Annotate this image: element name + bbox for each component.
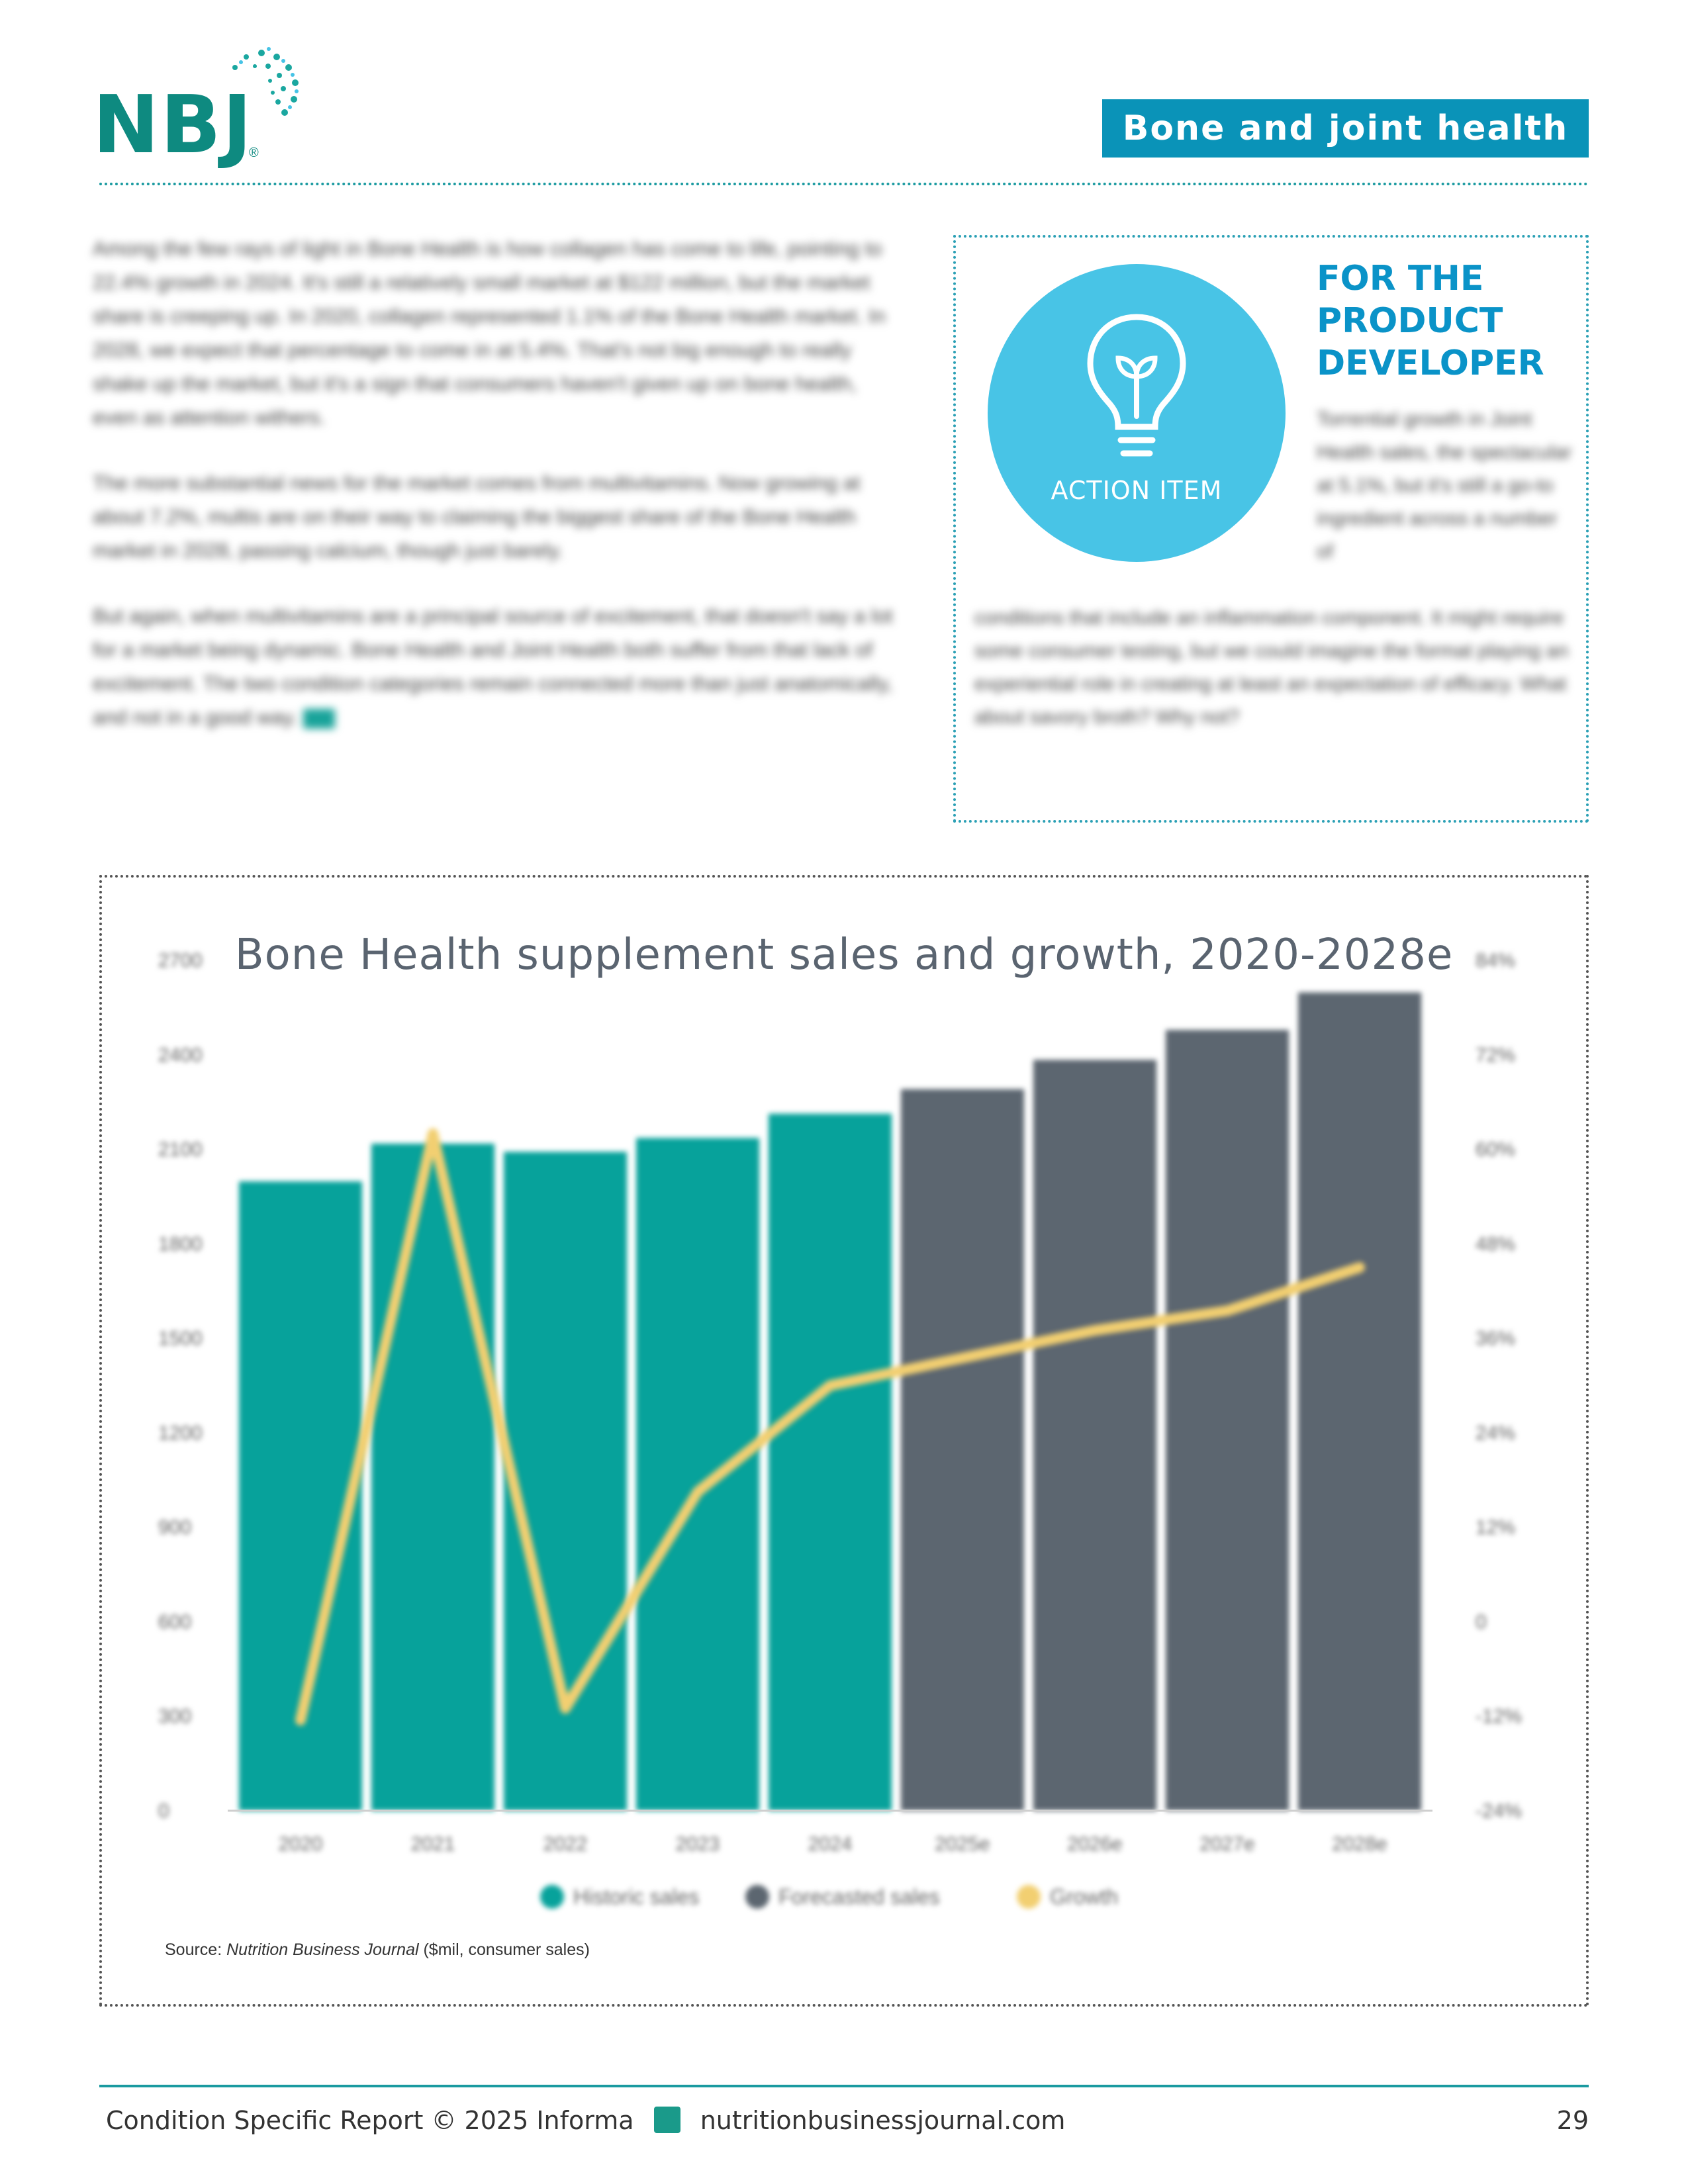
footer-report-name: Condition Specific Report [106,2106,424,2135]
legend-swatch-historic-sales [540,1885,564,1909]
x-tick-label: 2027e [1199,1833,1254,1855]
y-left-tick-label: 0 [158,1800,169,1822]
chart-source: Source: Nutrition Business Journal ($mil… [165,1940,590,1959]
y-left-tick-label: 300 [158,1706,191,1727]
bar-historic-sales-2024 [769,1113,892,1811]
lightbulb-icon [1087,314,1186,457]
growth-point-2022 [561,1704,570,1713]
action-item-badge: ACTION ITEM [988,264,1286,562]
footer-website-link[interactable]: nutritionbusinessjournal.com [700,2106,1066,2135]
chart-svg: 2700 2400 2100 1800 1500 1200 900 600 300 0 84% 72%… [158,950,1522,1909]
x-tick-label: 2026e [1067,1833,1122,1855]
x-tick-label: 2021 [411,1833,455,1855]
callout-text-continued: conditions that include an inflammation … [974,607,1569,728]
y-right-tick-label: 12% [1476,1517,1515,1539]
article-body: Among the few rays of light in Bone Heal… [93,232,900,766]
y-left-tick-label: 900 [158,1517,191,1539]
bar-forecasted-sales-2028e [1298,992,1421,1811]
growth-line-group [295,1128,1365,1726]
y-right-tick-label: 72% [1476,1044,1515,1066]
chart-container: Bone Health supplement sales and growth,… [99,875,1589,2007]
y-right-tick-label: -12% [1476,1706,1522,1727]
growth-point-2020 [296,1715,305,1725]
y-right-tick-label: 24% [1476,1422,1515,1444]
bar-historic-sales-2021 [371,1143,494,1811]
nbj-logo: NBJ ® [93,46,305,165]
bar-historic-sales-2023 [636,1138,759,1811]
callout-title: FOR THE PRODUCT DEVELOPER [1317,259,1544,383]
x-tick-label: 2023 [676,1833,720,1855]
legend-label: Growth [1050,1885,1118,1909]
growth-point-2024 [825,1381,835,1390]
x-tick-label: 2028e [1332,1833,1387,1855]
y-right-tick-label: 36% [1476,1328,1515,1349]
bar-forecasted-sales-2027e [1166,1030,1289,1811]
bar-forecasted-sales-2026e [1033,1060,1156,1811]
chart-title: Bone Health supplement sales and growth,… [234,931,1454,979]
x-tick-label: 2020 [279,1833,323,1855]
x-tick-label: 2025e [935,1833,990,1855]
bar-series-group [239,992,1421,1811]
page-number: 29 [1556,2106,1589,2135]
legend-swatch-forecasted-sales [745,1885,769,1909]
y-left-tick-label: 2400 [158,1044,203,1066]
y-right-tick-label: 60% [1476,1139,1515,1161]
y-left-tick-label: 2700 [158,950,203,972]
growth-point-2027e [1223,1306,1232,1316]
y-left-tick-label: 1500 [158,1328,203,1349]
legend-label: Historic sales [573,1885,699,1909]
article-paragraph: Among the few rays of light in Bone Heal… [93,237,886,429]
growth-point-2025e [958,1353,967,1363]
product-developer-callout: ACTION ITEM FOR THE PRODUCT DEVELOPER To… [953,235,1589,823]
article-paragraph: The more substantial news for the market… [93,471,861,562]
footer-info: Condition Specific Report © 2025 Informa… [106,2106,1065,2135]
header-divider [99,183,1589,185]
y-right-tick-label: -24% [1476,1800,1522,1822]
growth-point-2023 [693,1487,702,1497]
x-tick-label: 2022 [543,1833,588,1855]
y-left-tick-label: 2100 [158,1139,203,1161]
growth-point-2028e [1355,1263,1364,1273]
sunburst-icon [232,47,299,116]
action-item-label: ACTION ITEM [1051,476,1223,505]
y-right-tick-label: 48% [1476,1233,1515,1255]
footer-divider [99,2085,1589,2087]
growth-point-2026e [1090,1326,1100,1336]
footer-copyright: © 2025 Informa [431,2106,634,2135]
callout-text: Torrential growth in Joint Health sales,… [1317,408,1572,563]
y-left-tick-label: 1800 [158,1233,203,1255]
section-badge: Bone and joint health [1102,99,1589,158]
y-left-tick-label: 1200 [158,1422,203,1444]
x-tick-label: 2024 [808,1833,853,1855]
bar-forecasted-sales-2025e [901,1089,1024,1811]
nbj-mini-logo-icon [653,2107,680,2133]
y-left-tick-label: 600 [158,1611,191,1633]
article-paragraph: But again, when multivitamins are a prin… [93,604,893,729]
logo-wordmark: NBJ [93,79,254,171]
legend-swatch-growth [1017,1885,1041,1909]
y-right-tick-label: 0 [1476,1611,1487,1633]
legend-group: Historic sales Forecasted sales Growth [540,1885,1118,1909]
growth-point-2021 [428,1128,438,1138]
y-right-tick-label: 84% [1476,950,1515,972]
tick-label-group: 2700 2400 2100 1800 1500 1200 900 600 300 0 84% 72%… [158,950,1522,1855]
end-mark-icon [303,708,335,729]
legend-label: Forecasted sales [778,1885,940,1909]
registered-mark: ® [249,146,259,160]
